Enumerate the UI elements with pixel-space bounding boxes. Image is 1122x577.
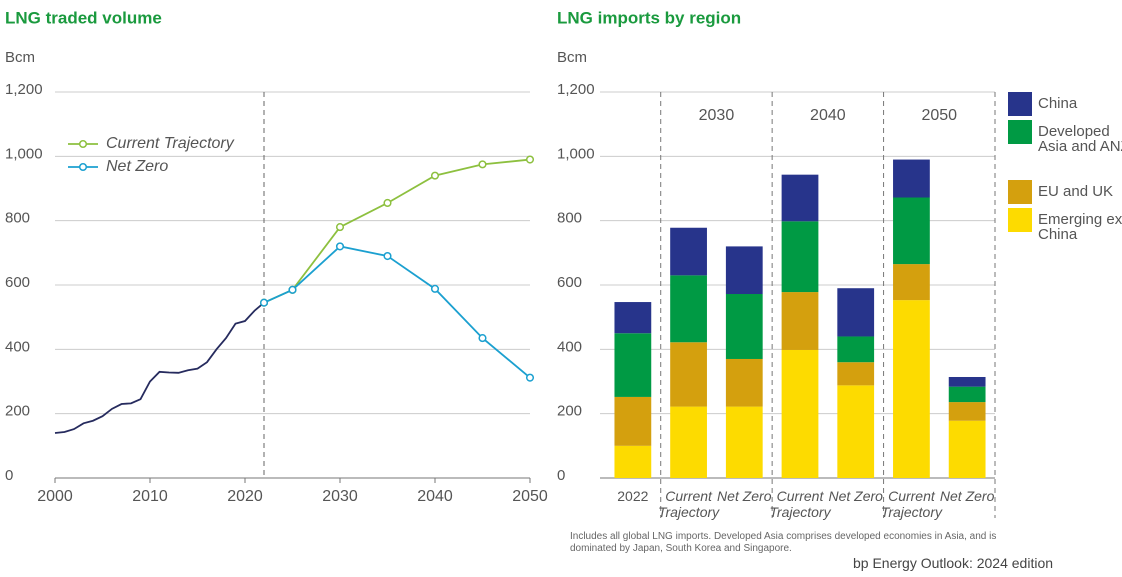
y-axis-label: Bcm (5, 49, 35, 66)
point (478, 334, 487, 343)
x-tick-label: Current Trajectory (769, 488, 831, 520)
y-tick-label: 200 (557, 403, 582, 420)
legend-label: China (1038, 95, 1078, 112)
group-label: 2040 (810, 107, 846, 124)
bar-segment (614, 333, 652, 397)
bar-segment (670, 406, 707, 478)
bar-segment (670, 227, 707, 276)
y-tick-label: 800 (5, 210, 30, 227)
bar-segment (837, 336, 875, 363)
y-tick-label: 400 (5, 338, 30, 355)
x-tick-label: 2010 (132, 488, 168, 505)
bar-segment (614, 396, 652, 446)
legend-label: EU and UK (1038, 183, 1114, 200)
x-tick-label: 2022 (617, 488, 649, 504)
legend-marker (78, 139, 88, 149)
footnote: Includes all global LNG imports. Develop… (570, 531, 997, 554)
bar-segment (948, 402, 986, 421)
x-tick-label: 2050 (512, 488, 548, 505)
y-tick-label: 0 (557, 467, 565, 484)
point (430, 284, 440, 293)
chart-title: LNG traded volume (5, 8, 162, 27)
bar-segment (781, 292, 819, 350)
point (430, 171, 440, 180)
legend-swatch (1008, 92, 1032, 116)
legend-label: Emerging ex. China (1038, 211, 1122, 243)
bar-segment (948, 420, 986, 478)
bar-segment (837, 362, 875, 386)
bar-segment (670, 275, 707, 343)
group-label: 2030 (699, 107, 735, 124)
bar-segment (837, 288, 875, 337)
series-line (263, 158, 531, 304)
bar-segment (725, 358, 763, 407)
point (335, 223, 345, 232)
legend-swatch (1008, 208, 1032, 232)
bar-segment (948, 386, 986, 403)
bar-segment (670, 342, 707, 407)
bar-segment (893, 264, 930, 301)
point (259, 298, 269, 307)
chart-title: LNG imports by region (557, 8, 741, 27)
bar-segment (725, 406, 763, 478)
x-tick-label: Current Trajectory (880, 488, 943, 520)
y-tick-label: 600 (5, 274, 30, 291)
bar-segment (725, 246, 763, 295)
point (525, 155, 535, 164)
x-tick-label: Net Zero (828, 488, 883, 504)
x-tick-label: 2030 (322, 488, 358, 505)
x-tick-label: 2020 (227, 488, 263, 505)
legend-swatch (1008, 120, 1032, 144)
bar-segment (781, 349, 819, 478)
y-tick-label: 1,200 (5, 81, 43, 98)
group-label: 2050 (921, 107, 957, 124)
point (335, 242, 345, 251)
point (383, 198, 392, 208)
legend-marker (78, 162, 88, 172)
bar-segment (781, 174, 819, 222)
x-tick-label: Net Zero (717, 488, 772, 504)
y-tick-label: 0 (5, 467, 13, 484)
legend-label: Developed Asia and ANZ (1038, 123, 1122, 155)
y-tick-label: 600 (557, 274, 582, 291)
point (383, 251, 392, 261)
y-tick-label: 1,000 (557, 145, 595, 162)
point (478, 160, 487, 169)
series-line (54, 302, 265, 434)
x-tick-label: 2040 (417, 488, 453, 505)
bar-segment (893, 197, 930, 265)
bar-segment (614, 302, 652, 334)
y-tick-label: 800 (557, 210, 582, 227)
source: bp Energy Outlook: 2024 edition (853, 555, 1054, 571)
y-tick-label: 400 (557, 338, 582, 355)
series-line (263, 245, 531, 379)
point (288, 285, 297, 294)
y-tick-label: 1,000 (5, 145, 43, 162)
y-axis-label: Bcm (557, 49, 587, 66)
bar-segment (893, 159, 930, 198)
bar-segment (837, 385, 875, 478)
point (525, 373, 535, 382)
bar-segment (948, 376, 986, 387)
x-tick-label: 2000 (37, 488, 73, 505)
legend-swatch (1008, 180, 1032, 204)
x-tick-label: Net Zero (939, 488, 995, 504)
legend-label: Current Trajectory (106, 135, 235, 152)
bar-segment (781, 221, 819, 293)
bar-segment (725, 294, 763, 359)
y-tick-label: 200 (5, 403, 30, 420)
y-tick-label: 1,200 (557, 81, 595, 98)
x-tick-label: Current Trajectory (657, 488, 720, 520)
bar-segment (614, 445, 652, 478)
legend-label: Net Zero (106, 158, 168, 175)
bar-segment (893, 300, 930, 478)
